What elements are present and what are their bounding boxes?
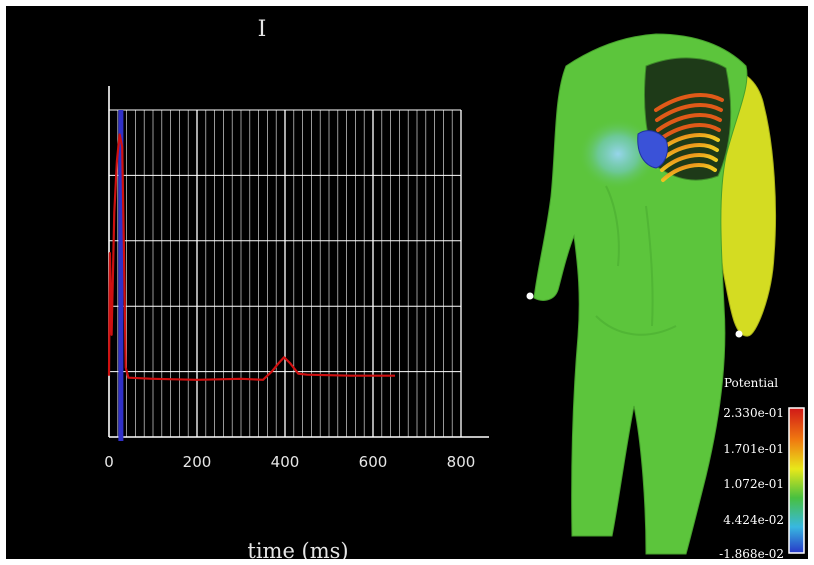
rib <box>657 123 721 142</box>
lead-i-trace <box>107 133 395 381</box>
torso-shading <box>595 185 677 336</box>
colorbar-labels: 2.330e-01 1.701e-01 1.072e-01 4.424e-02 -1.8… <box>719 406 784 559</box>
rib <box>655 103 723 122</box>
plot-viewport: I 0 200 400 600 800 time (ms) <box>6 6 808 559</box>
x-tick-label: 400 <box>271 453 300 471</box>
rib <box>660 153 718 172</box>
colorbar: Potential 2.330e-01 1.701e-01 1.072e-01 4.4… <box>719 376 805 559</box>
x-tick-labels: 0 200 400 600 800 <box>104 453 475 471</box>
electrode-left-arm[interactable] <box>735 330 743 338</box>
colorbar-tick-label: 2.330e-01 <box>723 406 784 420</box>
x-tick-label: 800 <box>447 453 476 471</box>
colorbar-tick-label: 4.424e-02 <box>723 513 784 527</box>
rib <box>661 163 717 182</box>
axes <box>108 86 489 438</box>
series-group <box>107 133 395 381</box>
chart-title: I <box>258 17 267 42</box>
grid <box>109 109 462 437</box>
x-tick-label: 0 <box>104 453 114 471</box>
colorbar-title: Potential <box>724 376 778 390</box>
x-tick-label: 200 <box>183 453 212 471</box>
x-axis-label: time (ms) <box>247 539 348 559</box>
colorbar-tick-label: 1.701e-01 <box>723 442 784 456</box>
ecg-chart: I 0 200 400 600 800 time (ms) <box>104 17 489 559</box>
scene-svg: I 0 200 400 600 800 time (ms) <box>104 17 805 559</box>
colorbar-tick-label: 1.072e-01 <box>723 477 784 491</box>
x-tick-label: 600 <box>359 453 388 471</box>
rib <box>656 113 722 132</box>
rib <box>654 93 724 112</box>
torso-model[interactable] <box>526 33 777 555</box>
colorbar-tick-label: -1.868e-02 <box>719 547 784 559</box>
electrode-right-arm[interactable] <box>526 292 534 300</box>
heart <box>637 130 669 169</box>
colorbar-gradient <box>788 407 805 554</box>
